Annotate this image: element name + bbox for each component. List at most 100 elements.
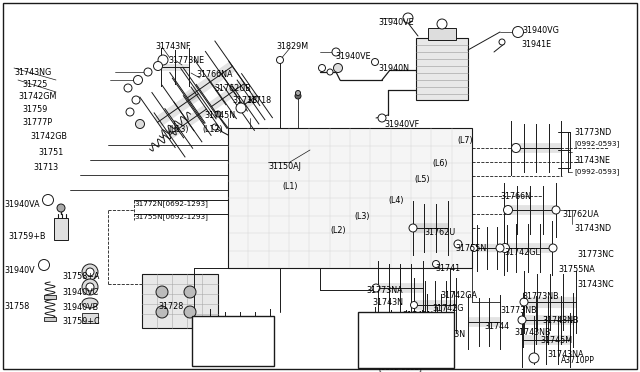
Ellipse shape xyxy=(370,329,380,339)
Ellipse shape xyxy=(158,55,168,65)
Bar xyxy=(358,312,454,368)
Text: 31745M: 31745M xyxy=(540,336,572,345)
Ellipse shape xyxy=(82,279,98,295)
Text: 31743N: 31743N xyxy=(374,329,405,338)
Text: 31762UB: 31762UB xyxy=(214,84,251,93)
Text: 31742GA: 31742GA xyxy=(440,291,477,300)
Text: (L6): (L6) xyxy=(432,159,447,168)
Text: 31743: 31743 xyxy=(424,317,449,326)
Text: 31755NA: 31755NA xyxy=(558,265,595,274)
Ellipse shape xyxy=(529,353,539,363)
Text: 31941E: 31941E xyxy=(521,40,551,49)
Text: 31150AJ: 31150AJ xyxy=(268,162,301,171)
Text: 31743NB: 31743NB xyxy=(514,328,550,337)
Text: 31744: 31744 xyxy=(484,322,509,331)
Ellipse shape xyxy=(86,283,94,291)
Text: 31773N: 31773N xyxy=(434,330,465,339)
Text: [0895-  ]: [0895- ] xyxy=(208,352,238,359)
Text: (L7): (L7) xyxy=(457,136,472,145)
Ellipse shape xyxy=(236,103,246,113)
Text: 31741: 31741 xyxy=(435,264,460,273)
Text: 31743ND: 31743ND xyxy=(574,224,611,233)
Ellipse shape xyxy=(500,244,509,253)
Ellipse shape xyxy=(437,19,447,29)
Text: 31773NA: 31773NA xyxy=(366,286,403,295)
Text: (L1): (L1) xyxy=(282,182,298,191)
Text: A3710PP: A3710PP xyxy=(561,356,595,365)
Text: 31728: 31728 xyxy=(158,302,183,311)
Text: (L4): (L4) xyxy=(388,196,403,205)
Text: 31758: 31758 xyxy=(4,302,29,311)
Ellipse shape xyxy=(156,306,168,318)
Ellipse shape xyxy=(132,96,140,104)
Ellipse shape xyxy=(184,306,196,318)
Ellipse shape xyxy=(518,316,526,324)
Text: 31713: 31713 xyxy=(33,163,58,172)
Ellipse shape xyxy=(296,90,301,96)
Bar xyxy=(416,38,468,100)
Ellipse shape xyxy=(454,240,462,248)
Ellipse shape xyxy=(215,111,221,117)
Text: 31743NE: 31743NE xyxy=(574,156,610,165)
Bar xyxy=(142,274,218,328)
Text: 31773NC: 31773NC xyxy=(577,250,614,259)
Text: (L2): (L2) xyxy=(330,226,346,235)
Text: 31758+A: 31758+A xyxy=(62,272,99,281)
Ellipse shape xyxy=(154,61,163,71)
Text: 31940VE: 31940VE xyxy=(335,52,371,61)
Text: 31773NB: 31773NB xyxy=(522,292,559,301)
Text: (L3): (L3) xyxy=(354,212,369,221)
Text: 31742GM: 31742GM xyxy=(18,92,56,101)
Ellipse shape xyxy=(134,76,143,84)
Text: 31759: 31759 xyxy=(22,105,47,114)
Polygon shape xyxy=(228,128,472,268)
Text: 31755N[0692-1293]: 31755N[0692-1293] xyxy=(134,213,208,220)
Ellipse shape xyxy=(499,39,505,45)
Text: 31829M: 31829M xyxy=(276,42,308,51)
Text: 31773NB: 31773NB xyxy=(500,306,536,315)
Bar xyxy=(44,295,56,299)
Text: 31940VB: 31940VB xyxy=(62,303,98,312)
Ellipse shape xyxy=(504,205,513,215)
Ellipse shape xyxy=(408,314,415,321)
Ellipse shape xyxy=(136,119,145,128)
Text: 31743NF: 31743NF xyxy=(155,42,191,51)
Ellipse shape xyxy=(372,284,380,292)
Ellipse shape xyxy=(319,64,326,71)
Ellipse shape xyxy=(552,206,560,214)
Ellipse shape xyxy=(205,331,215,341)
Ellipse shape xyxy=(549,244,557,252)
Text: 31773N: 31773N xyxy=(232,328,263,337)
Ellipse shape xyxy=(295,93,301,99)
Ellipse shape xyxy=(124,84,132,92)
Text: 31759+C: 31759+C xyxy=(62,317,100,326)
Bar xyxy=(428,28,456,40)
Text: 31743NA: 31743NA xyxy=(547,350,584,359)
Ellipse shape xyxy=(520,298,528,306)
Text: 31766N: 31766N xyxy=(500,192,531,201)
Text: 31751: 31751 xyxy=(38,148,63,157)
Bar xyxy=(54,218,68,240)
Text: 31940VC: 31940VC xyxy=(62,288,99,297)
Text: 31759+B: 31759+B xyxy=(8,232,45,241)
Text: 31743NG: 31743NG xyxy=(14,68,51,77)
Ellipse shape xyxy=(144,68,152,76)
Text: 31743NB: 31743NB xyxy=(542,316,579,325)
Ellipse shape xyxy=(184,286,196,298)
Bar xyxy=(44,317,56,321)
Ellipse shape xyxy=(42,195,54,205)
Bar xyxy=(82,313,98,323)
Ellipse shape xyxy=(38,260,49,270)
Text: 31718: 31718 xyxy=(232,96,257,105)
Ellipse shape xyxy=(496,244,504,252)
Ellipse shape xyxy=(470,244,477,251)
Text: 31762UA: 31762UA xyxy=(562,210,599,219)
Ellipse shape xyxy=(371,58,378,65)
Text: 31742GB: 31742GB xyxy=(30,132,67,141)
Ellipse shape xyxy=(410,301,417,308)
Ellipse shape xyxy=(332,48,340,56)
Ellipse shape xyxy=(82,298,98,308)
Text: 31772N[0692-1293]: 31772N[0692-1293] xyxy=(134,200,208,207)
Text: (L5): (L5) xyxy=(414,175,429,184)
Ellipse shape xyxy=(409,224,417,232)
